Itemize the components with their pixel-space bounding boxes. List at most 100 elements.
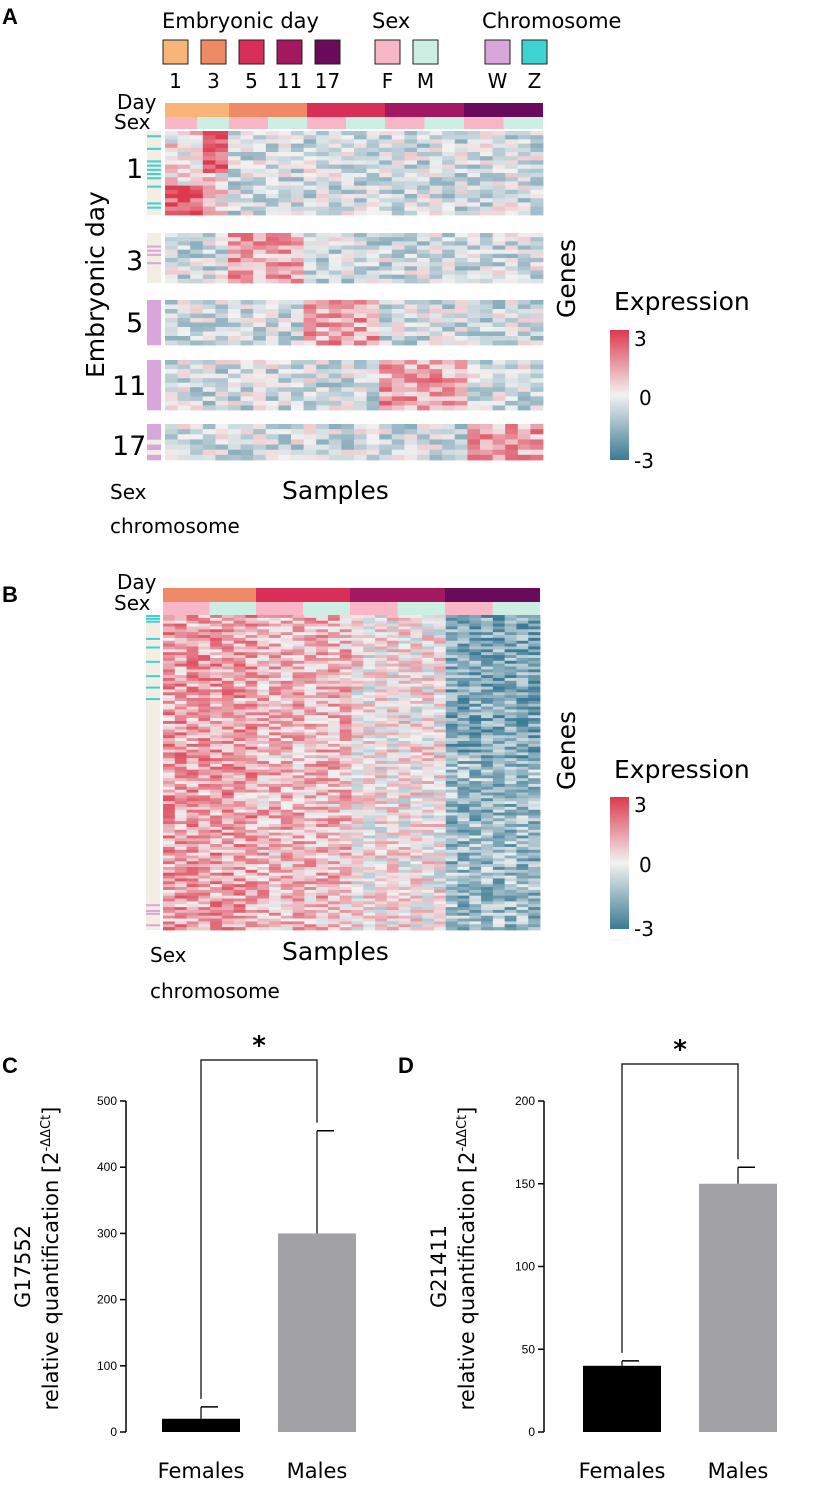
heatmap-a-cell <box>341 336 355 341</box>
heatmap-a-cell <box>429 309 443 314</box>
heatmap-b-cell <box>492 629 506 633</box>
heatmap-b-cell <box>327 723 341 728</box>
heatmap-a-cell <box>379 181 393 186</box>
heatmap-b-cell <box>174 804 187 808</box>
heatmap-a-cell <box>404 164 418 170</box>
heatmap-a-cell <box>417 424 430 430</box>
heatmap-b-cell <box>422 832 435 836</box>
heatmap-a-cell <box>253 382 267 388</box>
heatmap-a-cell <box>366 309 380 314</box>
heatmap-a-cell <box>165 331 178 337</box>
heatmap-a-cell <box>530 189 544 195</box>
heatmap-b-cell <box>245 869 258 874</box>
heatmap-b-cell <box>445 640 458 645</box>
heatmap-a-cell <box>417 278 430 284</box>
heatmap-b-cell <box>269 792 282 796</box>
heatmap-b-cell <box>492 867 506 871</box>
heatmap-b-cell <box>233 878 246 882</box>
heatmap-b-cell <box>375 712 388 716</box>
heatmap-b-cell <box>516 804 529 808</box>
heatmap-a-cell <box>165 156 178 161</box>
heatmap-a-cell <box>366 454 380 461</box>
heatmap-b-cell <box>339 752 352 756</box>
heatmap-a-cell <box>291 405 304 411</box>
heatmap-b-cell <box>327 729 341 733</box>
heatmap-a-cell <box>505 173 519 178</box>
heatmap-a-cell <box>165 206 178 212</box>
heatmap-b-cell <box>233 698 246 702</box>
heatmap-b-cell <box>339 864 352 868</box>
heatmap-a-cell <box>379 194 393 199</box>
heatmap-b-cell <box>269 649 282 653</box>
heatmap-b-cell <box>269 632 282 636</box>
heatmap-a-cell <box>454 274 468 280</box>
heatmap-a-cell <box>429 364 443 370</box>
heatmap-a-cell <box>404 274 418 280</box>
heatmap-b-cell <box>257 700 270 705</box>
heatmap-a-cell <box>228 168 241 174</box>
heatmap-a-cell <box>328 164 342 170</box>
heatmap-b-cell <box>386 678 400 682</box>
heatmap-a-genes-label: Genes <box>552 239 581 318</box>
heatmap-b-cell <box>327 752 341 756</box>
heatmap-a-cell <box>517 313 531 319</box>
heatmap-b-cell <box>445 789 458 793</box>
heatmap-b-cell <box>504 615 517 619</box>
heatmap-b-cell <box>481 695 494 699</box>
heatmap-a-cell <box>202 382 216 388</box>
heatmap-b-cell <box>339 712 352 716</box>
heatmap-b-cell <box>492 755 506 759</box>
heatmap-a-cell <box>467 181 481 186</box>
heatmap-a-cell <box>505 270 519 276</box>
heatmap-b-cell <box>457 809 470 813</box>
heatmap-a-cell <box>291 444 304 451</box>
heatmap-b-cell <box>433 806 447 811</box>
heatmap-a-cell <box>177 262 191 267</box>
heatmap-b-cell <box>445 749 458 753</box>
heatmap-a-cell <box>354 253 367 259</box>
heatmap-b-cell <box>304 749 317 753</box>
heatmap-b-cell <box>163 706 176 710</box>
heatmap-b-cell <box>245 726 258 730</box>
heatmap-a-cell <box>253 143 267 149</box>
heatmap-b-cell <box>174 809 187 813</box>
heatmap-a-cell <box>505 387 519 393</box>
heatmap-a-cell <box>530 378 544 384</box>
heatmap-b-cell <box>304 615 317 619</box>
heatmap-b-cell <box>257 829 270 834</box>
heatmap-b-cell <box>398 749 411 753</box>
heatmap-b-cell <box>221 786 235 791</box>
heatmap-b-cell <box>445 712 458 716</box>
heatmap-b-cell <box>469 772 482 776</box>
heatmap-b-cell <box>469 678 482 682</box>
heatmap-a-cell <box>391 253 405 259</box>
heatmap-a-cell <box>215 274 229 280</box>
heatmap-a-cell <box>480 327 493 332</box>
heatmap-a-cell <box>366 322 380 328</box>
heatmap-b-cell <box>363 643 376 647</box>
heatmap-a-cell <box>391 160 405 165</box>
heatmap-b-cell <box>269 680 282 685</box>
heatmap-b-cell <box>351 660 364 665</box>
heatmap-a-cell <box>530 266 544 271</box>
heatmap-a-cell <box>505 249 519 255</box>
heatmap-b-cell <box>245 712 258 716</box>
heatmap-b-cell <box>386 669 400 673</box>
heatmap-a-cell <box>228 449 241 456</box>
heatmap-b-cell <box>433 809 447 813</box>
heatmap-b-cell <box>221 738 235 742</box>
heatmap-b-cell <box>339 643 352 647</box>
heatmap-b-cell <box>292 826 305 831</box>
heatmap-b-cell <box>398 686 411 690</box>
heatmap-b-cell <box>210 652 223 656</box>
heatmap-b-cell <box>269 735 282 739</box>
heatmap-b-cell <box>163 766 176 771</box>
heatmap-b-cell <box>492 669 506 673</box>
heatmap-b-cell <box>280 666 293 670</box>
heatmap-a-cell <box>265 156 279 161</box>
heatmap-a-cell <box>177 278 191 284</box>
heatmap-a-cell <box>240 266 254 271</box>
heatmap-b-cell <box>351 849 364 854</box>
heatmap-a-cell <box>341 278 355 284</box>
heatmap-b-cell <box>363 663 376 667</box>
